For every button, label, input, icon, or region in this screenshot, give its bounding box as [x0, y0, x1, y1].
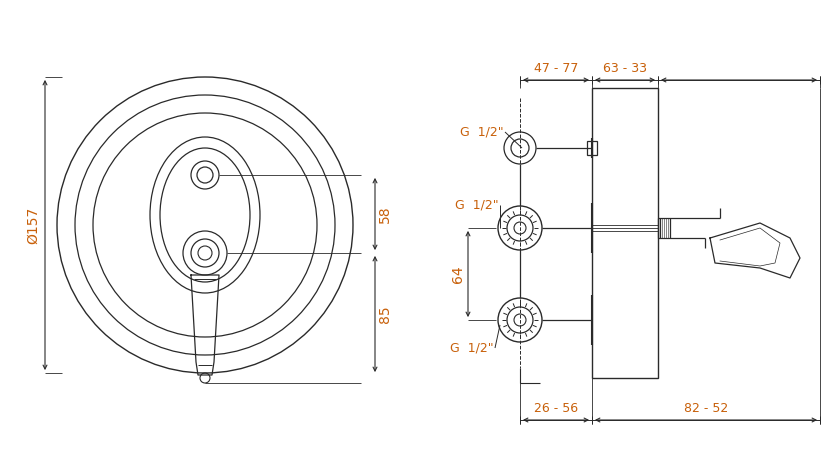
Text: 64: 64 — [451, 265, 465, 283]
Text: 82 - 52: 82 - 52 — [684, 401, 728, 415]
Text: 47 - 77: 47 - 77 — [534, 61, 579, 75]
Text: 63 - 33: 63 - 33 — [603, 61, 647, 75]
Text: G  1/2": G 1/2" — [455, 198, 498, 212]
Text: G  1/2": G 1/2" — [460, 126, 503, 138]
Text: G  1/2": G 1/2" — [450, 341, 493, 355]
Bar — [592, 88, 658, 378]
Text: 85: 85 — [378, 305, 392, 323]
Bar — [587, 141, 597, 155]
Text: 58: 58 — [378, 205, 392, 223]
Text: 26 - 56: 26 - 56 — [534, 401, 578, 415]
Text: Ø157: Ø157 — [26, 206, 40, 243]
